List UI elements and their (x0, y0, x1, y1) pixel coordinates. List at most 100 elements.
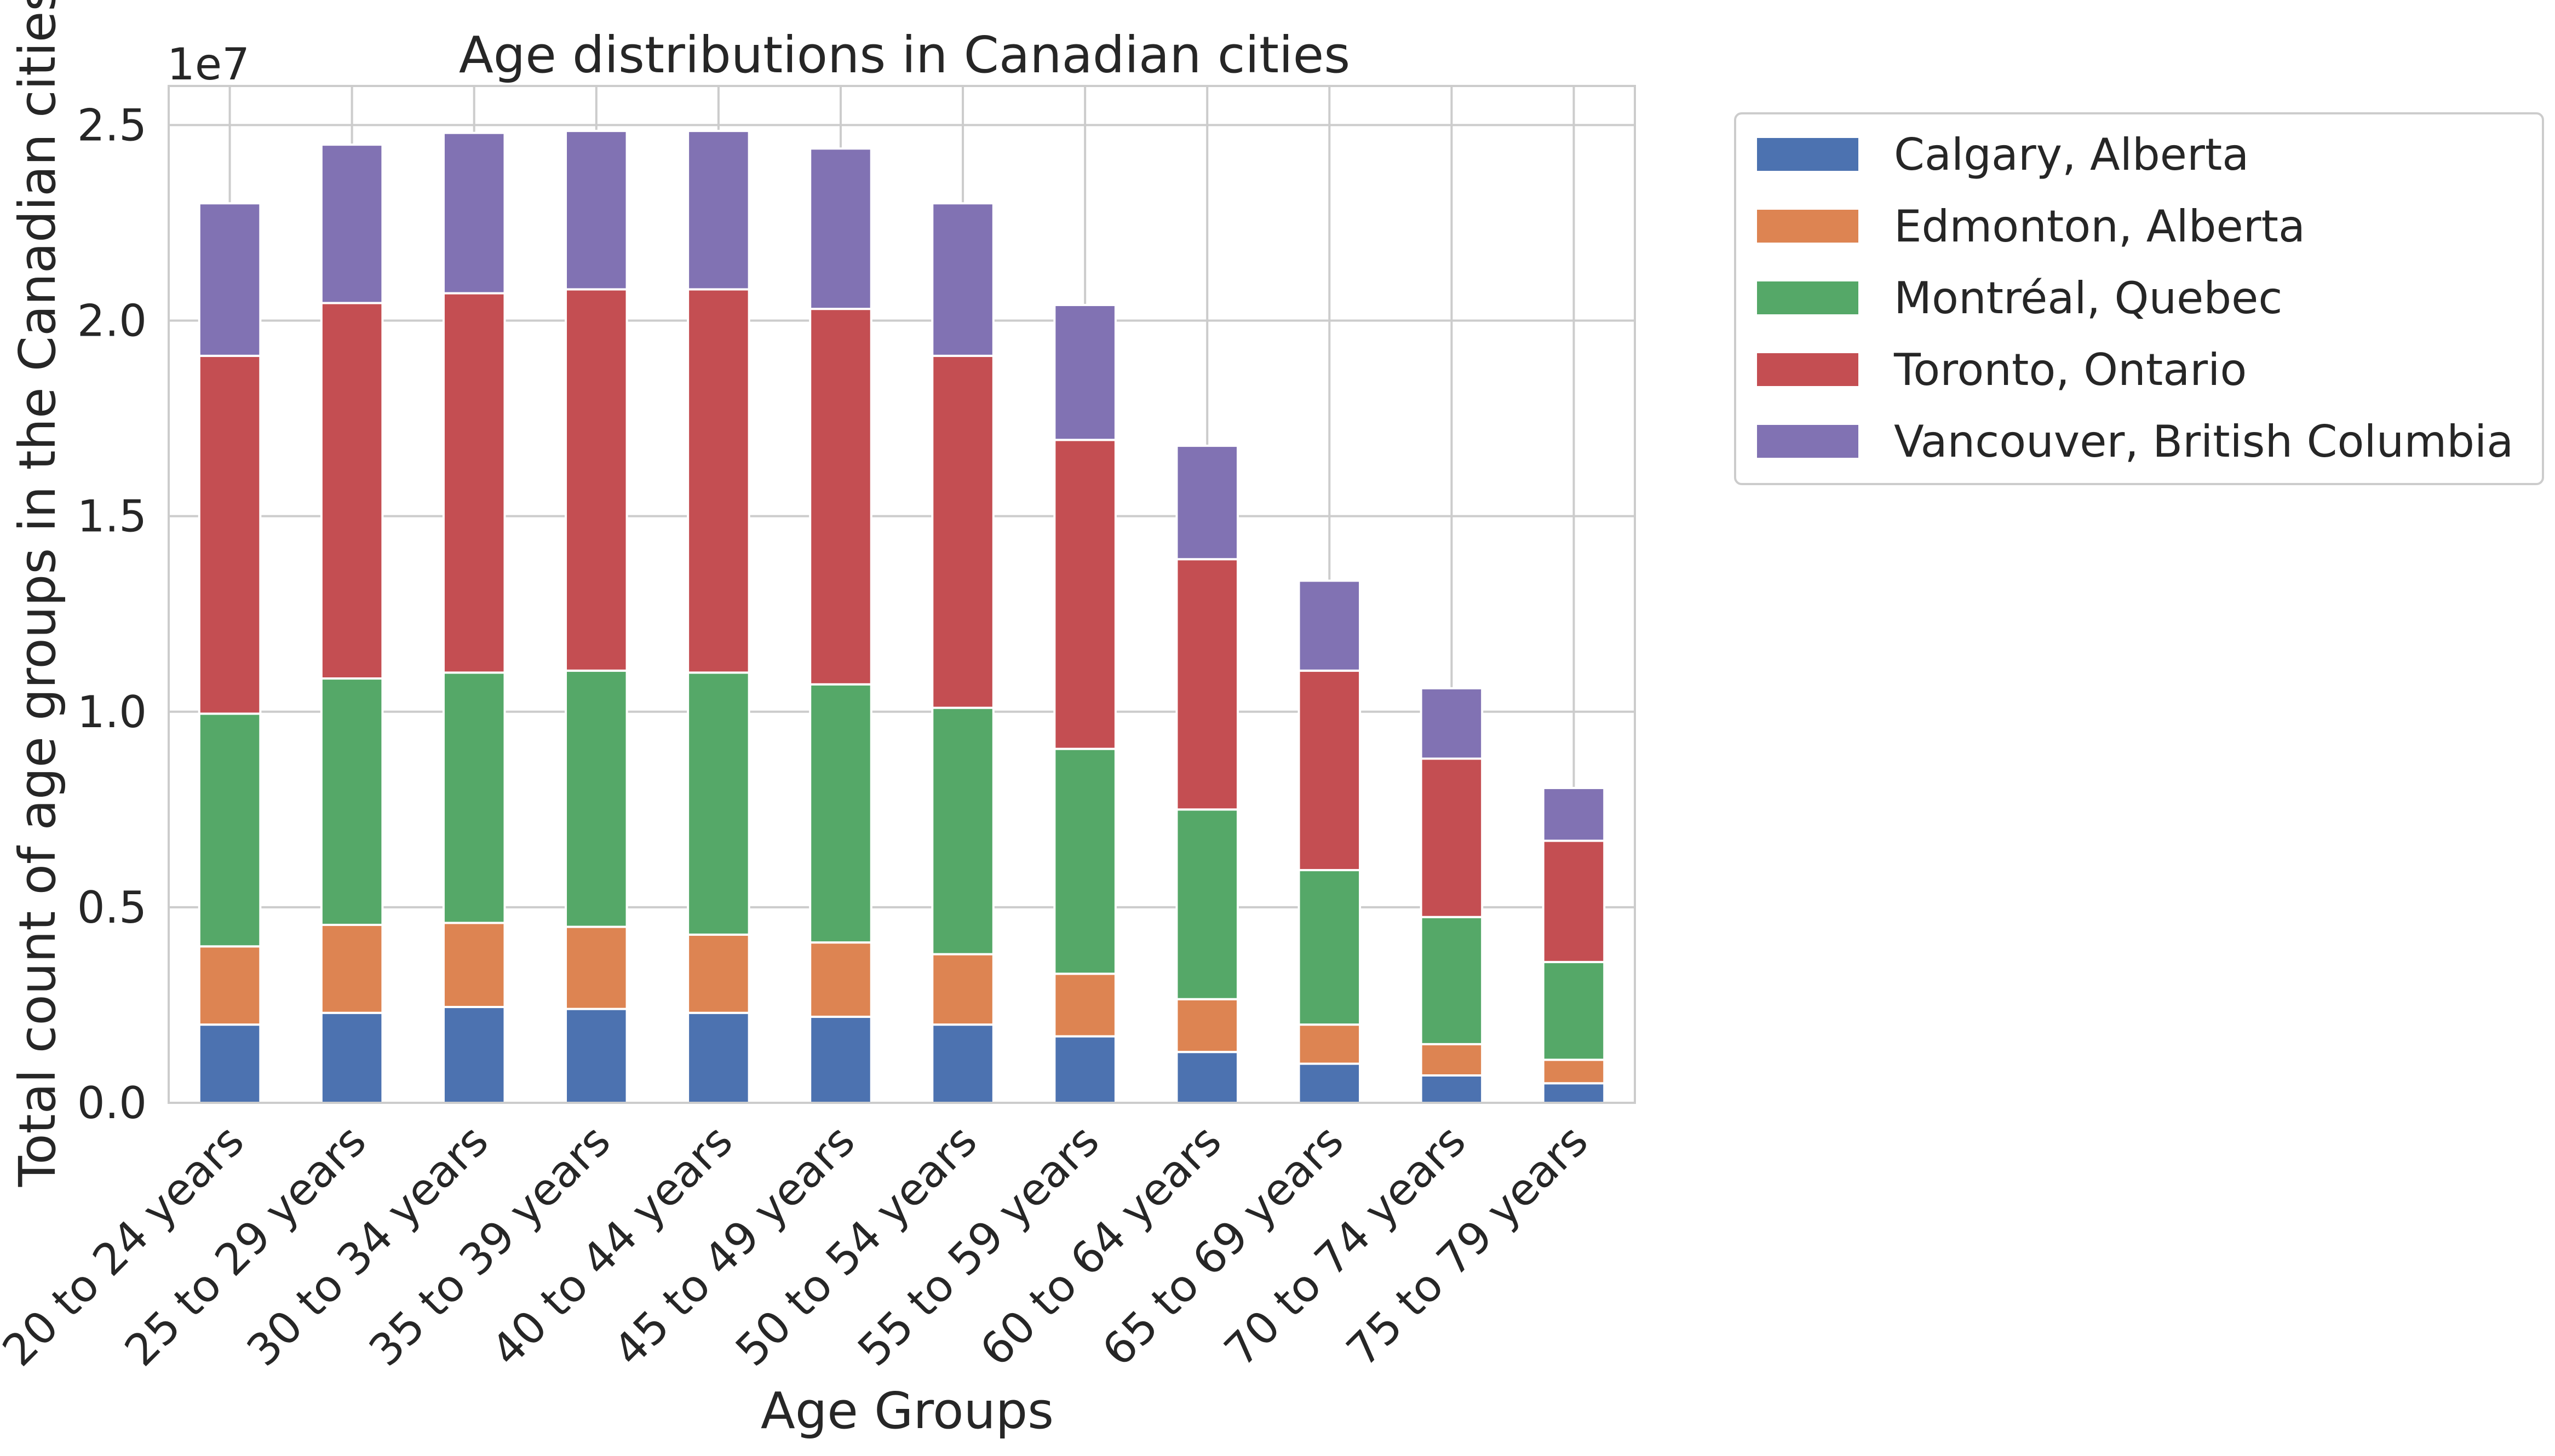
y-tick-label: 1.5 (77, 491, 147, 542)
legend-label: Montréal, Quebec (1894, 273, 2282, 324)
bar-stack (687, 130, 750, 1104)
bar-stack (1297, 579, 1362, 1104)
bar-segment (1053, 303, 1117, 441)
bar-segment (1542, 839, 1606, 963)
chart-title: Age distributions in Canadian cities (459, 26, 1350, 84)
bar-segment (198, 945, 262, 1026)
bar-segment (565, 130, 628, 291)
bar-segment (442, 131, 506, 295)
bar-segment (565, 1008, 628, 1104)
bar-segment (1175, 1051, 1239, 1104)
bar-stack (1420, 687, 1484, 1104)
legend-label: Calgary, Alberta (1894, 129, 2249, 180)
bar-segment (809, 941, 872, 1018)
bar-segment (198, 202, 262, 357)
bar-segment (1053, 972, 1117, 1038)
legend-swatch (1757, 210, 1858, 243)
bar-segment (687, 288, 750, 674)
bar-segment (1542, 1058, 1606, 1085)
bar-segment (931, 953, 995, 1026)
bar-segment (1297, 869, 1362, 1026)
legend-label: Vancouver, British Columbia (1894, 416, 2513, 467)
bar-segment (442, 1006, 506, 1104)
bar-stack (809, 147, 872, 1104)
bar-segment (565, 288, 628, 672)
y-tick-label: 2.5 (77, 100, 147, 151)
bar-segment (809, 683, 872, 944)
bar-stack (565, 130, 628, 1104)
bar-segment (1542, 787, 1606, 842)
y-tick-label: 0.5 (77, 882, 147, 933)
bar-segment (687, 1011, 750, 1104)
bar-stack (442, 131, 506, 1104)
bar-segment (1297, 579, 1362, 672)
bar-segment (1053, 747, 1117, 975)
bar-segment (1175, 808, 1239, 1000)
y-tick-label: 0.0 (77, 1078, 147, 1129)
legend-swatch (1757, 138, 1858, 171)
bar-stack (1542, 787, 1606, 1104)
legend-swatch (1757, 353, 1858, 386)
legend-swatch (1757, 281, 1858, 314)
legend-item: Calgary, Alberta (1757, 129, 2249, 180)
y-axis-label: Total count of age groups in the Canadia… (8, 0, 67, 1187)
bar-segment (1420, 1043, 1484, 1077)
y-tick-label: 2.0 (77, 296, 147, 347)
y-tick-label: 1.0 (77, 687, 147, 738)
bar-stack (198, 202, 262, 1104)
bar-segment (1175, 558, 1239, 811)
legend-box (1734, 112, 2544, 485)
gridlines (169, 86, 1635, 1104)
legend-item: Toronto, Ontario (1757, 344, 2247, 395)
legend-item: Edmonton, Alberta (1757, 201, 2305, 252)
legend-item: Montréal, Quebec (1757, 273, 2282, 324)
legend-swatch (1757, 425, 1858, 458)
bar-segment (931, 202, 995, 357)
bar-stack (1175, 445, 1239, 1104)
bar-segment (1542, 960, 1606, 1061)
bar-segment (565, 669, 628, 928)
bar-segment (1175, 998, 1239, 1054)
legend: Calgary, Alberta Edmonton, Alberta Montréa… (1734, 112, 2544, 485)
legend-label: Edmonton, Alberta (1894, 201, 2305, 252)
bar-segment (565, 925, 628, 1010)
bar-segment (687, 933, 750, 1014)
bar-segment (1053, 1035, 1117, 1104)
bar-segment (1297, 1023, 1362, 1065)
bar-segment (320, 302, 384, 680)
bar-segment (320, 1011, 384, 1104)
y-offset-label: 1e7 (167, 39, 250, 90)
legend-item: Vancouver, British Columbia (1757, 416, 2513, 467)
bar-segment (442, 292, 506, 674)
bar-segment (1053, 439, 1117, 750)
bar-segment (442, 671, 506, 924)
legend-label: Toronto, Ontario (1893, 344, 2247, 395)
bar-segment (1420, 757, 1484, 918)
bar-segment (809, 308, 872, 686)
bar-segment (198, 712, 262, 948)
bar-segment (687, 130, 750, 291)
bar-segment (809, 147, 872, 310)
bar-segment (1297, 1062, 1362, 1104)
bar-stack (1053, 303, 1117, 1104)
bar-segment (198, 1023, 262, 1104)
bar-stack (931, 202, 995, 1104)
bar-segment (442, 922, 506, 1009)
x-axis-label: Age Groups (761, 1382, 1054, 1440)
bar-segment (809, 1015, 872, 1104)
bar-segment (198, 354, 262, 715)
bar-segment (1420, 687, 1484, 760)
bar-segment (320, 143, 384, 304)
bar-stack (320, 143, 384, 1104)
plot-area-frame (168, 85, 1636, 1104)
bar-segment (931, 706, 995, 956)
bar-segment (931, 1023, 995, 1104)
bar-segment (687, 671, 750, 936)
bar-segment (1420, 916, 1484, 1045)
bar-segment (1420, 1074, 1484, 1104)
bar-segment (931, 354, 995, 709)
bar-segment (320, 924, 384, 1014)
bar-segment (1175, 445, 1239, 561)
